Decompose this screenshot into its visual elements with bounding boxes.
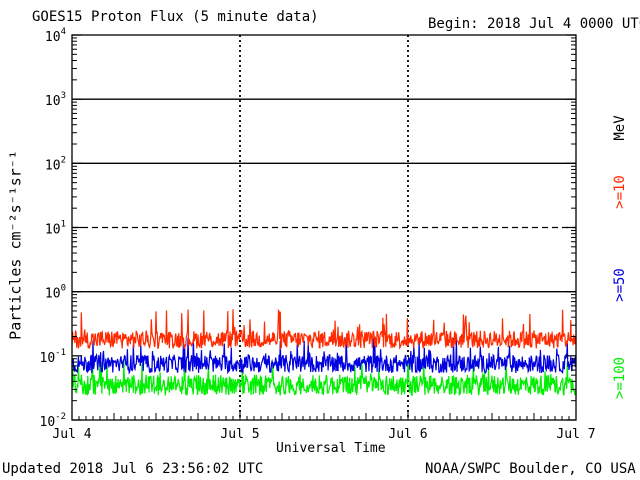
series-line-ge100 [71,359,577,397]
unit-label: MeV [612,115,628,141]
y-tick-label: 102 [45,155,66,173]
x-axis-label: Universal Time [276,441,386,456]
updated-timestamp: Updated 2018 Jul 6 23:56:02 UTC [2,461,264,477]
legend-ge100: >=100 [612,356,628,400]
legend-ge10: >=10 [612,175,628,209]
chart-title: GOES15 Proton Flux (5 minute data) [32,9,319,25]
y-tick-label: 10-2 [40,412,67,430]
y-tick-label: 104 [45,27,66,45]
legend-ge50: >=50 [612,268,628,302]
y-tick-label: 103 [45,91,66,109]
begin-time: Begin: 2018 Jul 4 0000 UTC [428,16,640,32]
x-tick-label: Jul 5 [220,427,259,442]
y-tick-label: 100 [45,284,66,302]
x-tick-label: Jul 7 [556,427,595,442]
series-line-ge10 [71,308,577,351]
y-tick-label: 101 [45,220,66,238]
y-tick-label: 10-1 [40,348,67,366]
source-credit: NOAA/SWPC Boulder, CO USA [425,461,636,477]
x-tick-label: Jul 4 [52,427,91,442]
x-tick-label: Jul 6 [388,427,427,442]
series-line-ge50 [71,336,577,375]
y-axis-label: Particles cm⁻²s⁻¹sr⁻¹ [6,150,25,340]
